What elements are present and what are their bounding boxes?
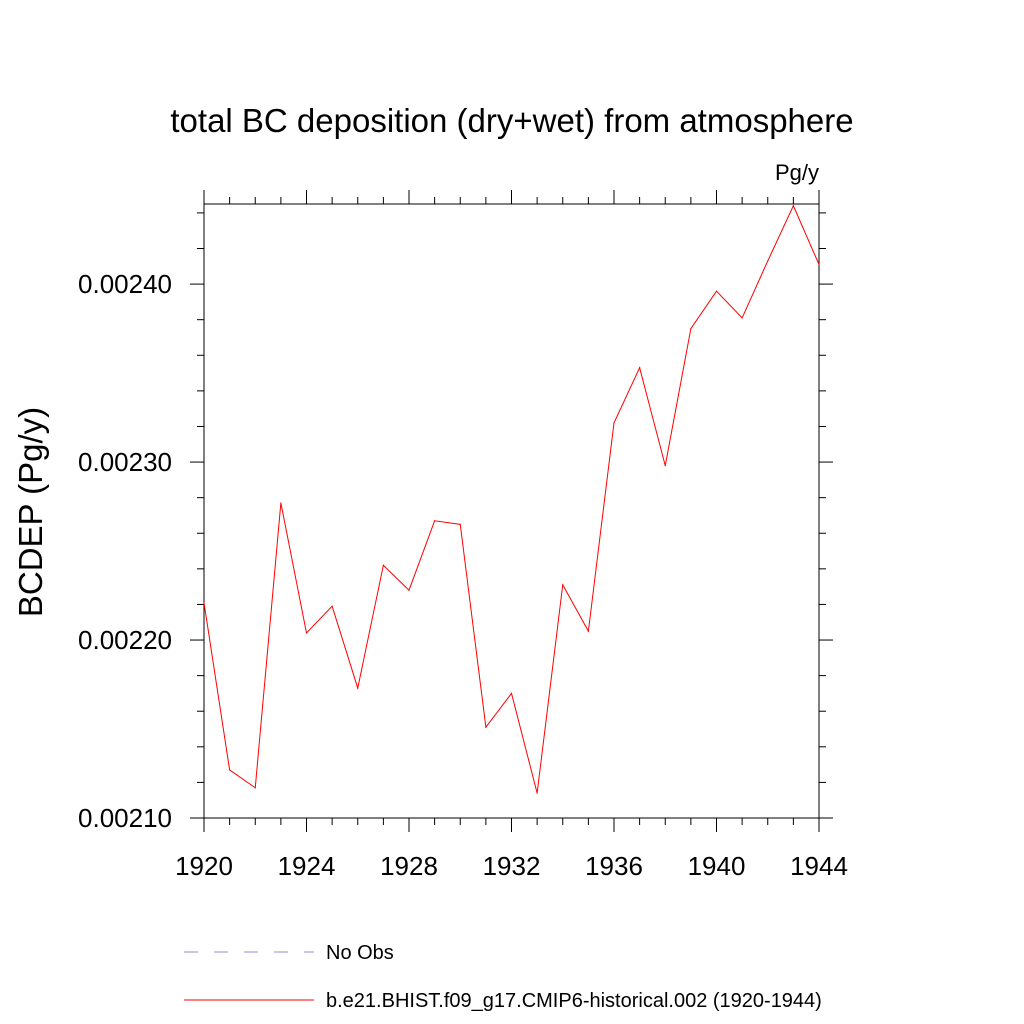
data-point	[331, 605, 333, 607]
x-tick-label: 1928	[380, 851, 438, 881]
data-point	[229, 769, 231, 771]
data-point	[434, 520, 436, 522]
y-axis-ticks: 0.00210 0.00220 0.00230 0.00240	[78, 212, 833, 833]
y-tick-label: 0.00220	[78, 625, 172, 655]
units-label: Pg/y	[775, 160, 819, 185]
data-point	[305, 632, 308, 634]
data-point	[510, 692, 513, 695]
x-tick-label: 1920	[175, 851, 233, 881]
x-tick-label: 1940	[688, 851, 746, 881]
data-point	[408, 589, 410, 591]
x-tick-label: 1924	[278, 851, 336, 881]
y-axis-label: BCDEP (Pg/y)	[12, 407, 49, 617]
x-axis-ticks: 1920 1924 1928 1932 1936 1940 1944	[175, 190, 848, 881]
series-line-0	[203, 204, 820, 794]
data-point	[715, 290, 718, 292]
x-tick-label: 1944	[790, 851, 848, 881]
data-point	[587, 630, 589, 632]
data-point	[357, 687, 359, 689]
y-tick-label: 0.00240	[78, 269, 172, 299]
data-point	[741, 317, 743, 319]
data-point	[690, 327, 692, 330]
x-tick-label: 1932	[483, 851, 541, 881]
data-point	[639, 367, 641, 369]
data-point	[818, 263, 820, 266]
plot-frame	[203, 203, 820, 819]
data-point	[792, 205, 794, 207]
legend-label: b.e21.BHIST.f09_g17.CMIP6-historical.002…	[326, 990, 822, 1012]
data-point	[767, 260, 769, 262]
legend: No Obs b.e21.BHIST.f09_g17.CMIP6-historic…	[184, 942, 822, 1012]
data-point	[382, 564, 384, 566]
data-point	[562, 584, 564, 586]
y-tick-label: 0.00230	[78, 447, 172, 477]
data-point	[280, 502, 282, 504]
series-layer	[203, 204, 820, 794]
data-point	[536, 792, 538, 794]
data-point	[485, 726, 487, 728]
chart-title: total BC deposition (dry+wet) from atmos…	[170, 102, 853, 139]
data-point	[203, 602, 205, 604]
data-point	[613, 422, 615, 424]
data-point	[459, 523, 461, 525]
data-point	[664, 465, 666, 467]
legend-label: No Obs	[326, 942, 394, 964]
y-tick-label: 0.00210	[78, 803, 172, 833]
data-point	[254, 787, 256, 789]
x-tick-label: 1936	[585, 851, 643, 881]
